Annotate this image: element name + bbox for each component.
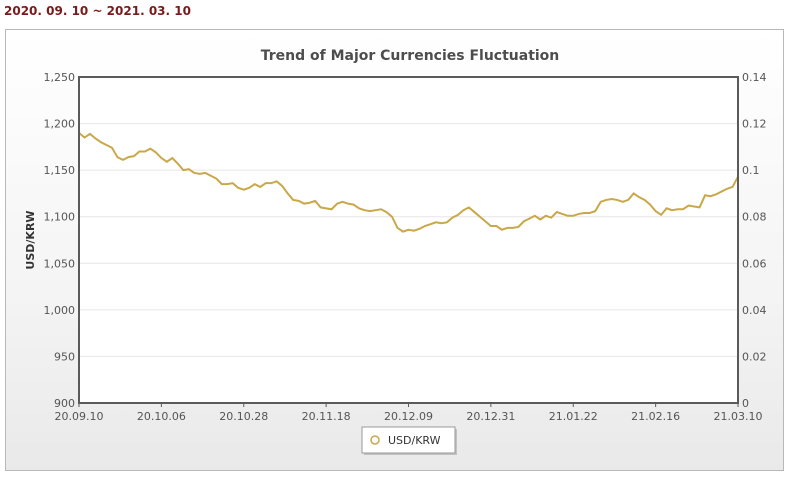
x-axis: 20.09.10 20.10.06 20.10.28 20.11.18 20.12.09… <box>55 403 763 423</box>
y-tick-label: 1,050 <box>44 257 76 270</box>
x-tick-label: 20.10.28 <box>219 410 268 423</box>
plot-frame <box>78 76 739 404</box>
x-tick-label: 20.10.06 <box>137 410 186 423</box>
y2-tick-label: 0 <box>742 397 749 410</box>
y2-tick-label: 0.04 <box>742 304 767 317</box>
y-tick-label: 1,250 <box>44 71 76 84</box>
legend-marker-circle-icon <box>370 435 380 445</box>
y-tick-label: 1,150 <box>44 164 76 177</box>
x-tick-label: 21.02.16 <box>631 410 680 423</box>
y2-tick-label: 0.14 <box>742 71 767 84</box>
legend-label: USD/KRW <box>388 434 441 447</box>
y-tick-label: 1,100 <box>44 211 76 224</box>
date-range: 2020. 09. 10 ~ 2021. 03. 10 <box>4 4 191 18</box>
x-tick-label: 20.12.09 <box>384 410 433 423</box>
x-tick-label: 21.03.10 <box>714 410 763 423</box>
y-tick-label: 1,200 <box>44 118 76 131</box>
y2-tick-label: 0.02 <box>742 350 767 363</box>
y-tick-label: 900 <box>54 397 75 410</box>
y-tick-label: 1,000 <box>44 304 76 317</box>
legend[interactable]: USD/KRW <box>361 426 457 455</box>
x-tick-label: 20.12.31 <box>466 410 515 423</box>
chart-title: Trend of Major Currencies Fluctuation <box>261 48 560 64</box>
y2-tick-label: 0.06 <box>742 257 767 270</box>
y-tick-label: 950 <box>54 350 75 363</box>
y-axis-right: 0 0.02 0.04 0.06 0.08 0.1 0.12 0.14 <box>742 71 767 410</box>
x-tick-label: 20.11.18 <box>302 410 351 423</box>
plot-area <box>79 77 738 403</box>
x-tick-label: 20.09.10 <box>55 410 104 423</box>
x-tick-label: 21.01.22 <box>549 410 598 423</box>
y2-tick-label: 0.1 <box>742 164 760 177</box>
y-axis-title: USD/KRW <box>24 210 37 269</box>
y2-tick-label: 0.12 <box>742 118 767 131</box>
series-line-usd-krw[interactable] <box>78 132 739 233</box>
y2-tick-label: 0.08 <box>742 211 767 224</box>
y-axis-left: 900 950 1,000 1,050 1,100 1,150 1,200 1,250 <box>44 71 76 410</box>
